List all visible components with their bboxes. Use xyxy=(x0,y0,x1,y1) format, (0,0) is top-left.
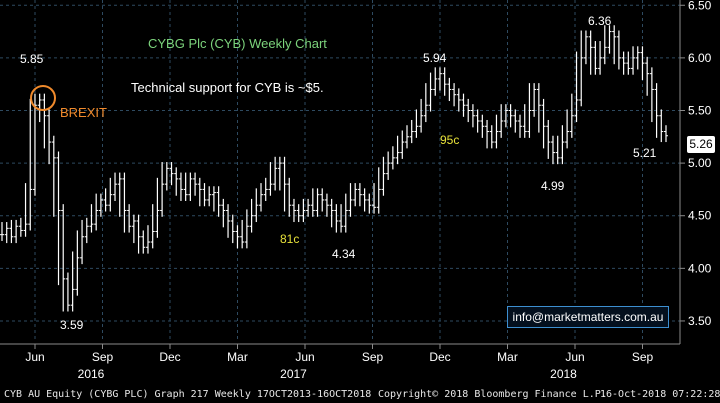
y-tick-label: 4.00 xyxy=(688,261,712,275)
annotation-4-99: 4.99 xyxy=(541,179,565,193)
y-tick-label: 3.50 xyxy=(688,314,712,328)
annotation-81c: 81c xyxy=(280,232,299,246)
x-year-label: 2018 xyxy=(550,367,577,381)
footer-center: Copyright© 2018 Bloomberg Finance L.P. xyxy=(378,389,607,400)
annotation-5-21: 5.21 xyxy=(633,146,657,160)
footer-right: 16-Oct-2018 07:22:28 xyxy=(600,389,720,400)
x-tick-label: Mar xyxy=(227,350,248,364)
y-tick-label: 5.00 xyxy=(688,156,712,170)
annotation-95c: 95c xyxy=(440,133,459,147)
price-chart: 3.50 4.00 4.50 5.00 5.50 6.00 6.50 Jun 2016 Sep D… xyxy=(0,0,712,381)
footer-bar: CYB AU Equity (CYBG PLC) Graph 217 Weekl… xyxy=(0,386,720,403)
chart-title: CYBG Plc (CYB) Weekly Chart xyxy=(148,36,327,51)
x-tick-label: Jun xyxy=(25,350,44,364)
x-tick-label: Sep xyxy=(362,350,384,364)
annotation-brexit: BREXIT xyxy=(60,105,107,120)
x-tick-label: Dec xyxy=(159,350,180,364)
x-tick-label: Dec xyxy=(429,350,450,364)
annotation-3-59: 3.59 xyxy=(60,318,84,332)
footer-left: CYB AU Equity (CYBG PLC) Graph 217 Weekl… xyxy=(4,389,372,400)
brexit-circle xyxy=(30,85,56,111)
y-axis: 3.50 4.00 4.50 5.00 5.50 6.00 6.50 xyxy=(679,0,712,344)
x-tick-label: Sep xyxy=(92,350,114,364)
x-tick-label: Jun xyxy=(295,350,314,364)
chart-subtitle: Technical support for CYB is ~$5. xyxy=(131,80,324,95)
y-tick-label: 5.50 xyxy=(688,103,712,117)
y-tick-label: 6.50 xyxy=(688,0,712,12)
x-year-label: 2016 xyxy=(78,367,105,381)
y-tick-label: 4.50 xyxy=(688,209,712,223)
x-axis: Jun 2016 Sep Dec Mar 2017 Jun Sep Dec Mar 2018 Jun S… xyxy=(0,343,680,381)
annotation-5-85: 5.85 xyxy=(20,52,44,66)
y-tick-label: 6.00 xyxy=(688,51,712,65)
x-tick-label: Mar xyxy=(497,350,518,364)
x-tick-label: Sep xyxy=(632,350,654,364)
annotation-4-34: 4.34 xyxy=(332,247,356,261)
x-year-label: 2017 xyxy=(280,367,307,381)
current-price-tag: 5.26 xyxy=(687,136,715,153)
price-bars xyxy=(0,25,668,312)
annotation-6-36: 6.36 xyxy=(588,14,612,28)
watermark-email: info@marketmatters.com.au xyxy=(507,306,669,328)
annotation-5-94: 5.94 xyxy=(423,51,447,65)
x-tick-label: Jun xyxy=(565,350,584,364)
